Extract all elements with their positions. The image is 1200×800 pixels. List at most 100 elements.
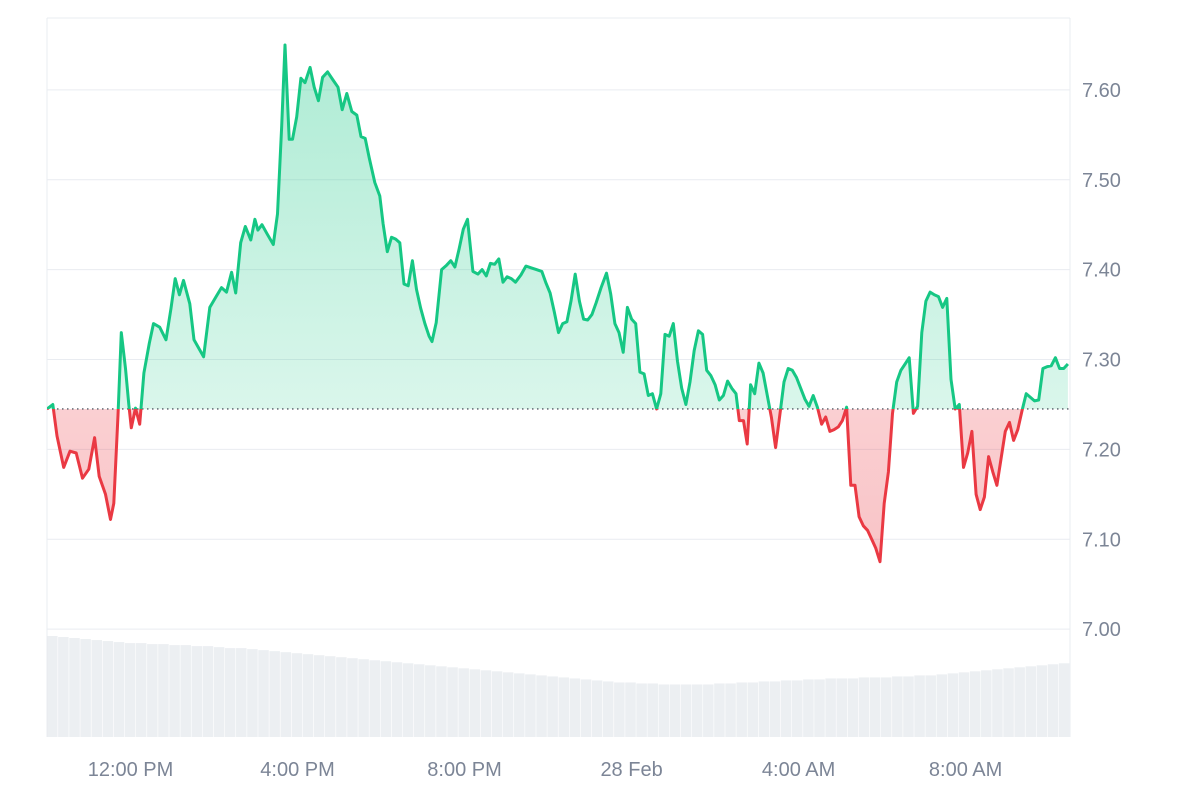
- volume-bar: [814, 679, 825, 737]
- volume-bar: [269, 651, 280, 737]
- volume-bar: [480, 670, 492, 737]
- x-axis: 12:00 PM 4:00 PM 8:00 PM 28 Feb 4:00 AM 8:00 …: [88, 759, 1003, 781]
- volume-bar: [58, 637, 69, 737]
- volume-bar: [736, 682, 747, 737]
- volume-bar: [313, 655, 325, 737]
- volume-bar: [858, 677, 870, 737]
- volume-bar: [981, 670, 992, 737]
- volume-bar: [691, 684, 703, 737]
- x-tick-label: 4:00 PM: [260, 759, 334, 781]
- volume-bar: [380, 661, 392, 737]
- volume-bar: [758, 681, 770, 737]
- volume-bar: [703, 684, 714, 737]
- volume-bar: [969, 671, 981, 737]
- volume-bar: [602, 681, 614, 737]
- volume-bar: [747, 682, 759, 737]
- y-tick-label: 7.20: [1082, 439, 1121, 461]
- volume-bar: [614, 682, 625, 737]
- x-tick-label: 8:00 AM: [929, 759, 1002, 781]
- volume-bar: [680, 684, 692, 737]
- volume-bar: [803, 679, 814, 737]
- y-tick-label: 7.00: [1082, 619, 1121, 641]
- volume-bar: [836, 678, 848, 737]
- x-tick-label: 4:00 AM: [762, 759, 835, 781]
- volume-bar: [925, 675, 936, 737]
- volume-bar: [780, 680, 792, 737]
- volume-bars: [47, 636, 1070, 737]
- price-line-down: [47, 408, 1024, 564]
- volume-bar: [558, 677, 570, 737]
- volume-bar: [958, 672, 970, 737]
- volume-bar: [892, 676, 903, 737]
- volume-bar: [847, 678, 859, 737]
- x-tick-label: 12:00 PM: [88, 759, 174, 781]
- volume-bar: [47, 636, 58, 737]
- volume-bar: [1036, 665, 1048, 737]
- volume-bar: [580, 679, 592, 737]
- volume-bar: [1047, 664, 1059, 737]
- volume-bar: [625, 682, 636, 737]
- volume-bar: [102, 641, 114, 737]
- volume-bar: [247, 649, 258, 737]
- volume-bar: [469, 669, 481, 737]
- volume-bar: [191, 646, 203, 737]
- volume-bar: [658, 684, 670, 737]
- volume-bar: [113, 642, 125, 737]
- volume-bar: [158, 644, 169, 737]
- volume-bar: [903, 676, 914, 737]
- volume-bar: [880, 677, 892, 737]
- volume-bar: [291, 653, 303, 737]
- volume-bar: [636, 683, 647, 737]
- volume-bar: [1058, 663, 1070, 737]
- volume-bar: [714, 683, 725, 737]
- volume-bar: [391, 662, 403, 737]
- y-tick-label: 7.60: [1082, 80, 1121, 102]
- volume-bar: [669, 684, 681, 737]
- volume-bar: [502, 672, 514, 737]
- y-tick-label: 7.50: [1082, 170, 1121, 192]
- y-axis: 7.00 7.10 7.20 7.30 7.40 7.50 7.60: [1082, 80, 1121, 641]
- volume-bar: [91, 640, 102, 737]
- volume-bar: [547, 676, 558, 737]
- volume-bar: [947, 673, 959, 737]
- volume-bar: [336, 657, 347, 737]
- volume-bar: [258, 650, 269, 737]
- volume-bar: [280, 652, 292, 737]
- volume-bar: [1003, 668, 1014, 737]
- volume-bar: [358, 659, 369, 737]
- area-below-baseline: [47, 408, 1068, 562]
- volume-bar: [447, 667, 458, 737]
- volume-bar: [936, 674, 948, 737]
- volume-bar: [569, 678, 581, 737]
- volume-bar: [491, 671, 503, 737]
- volume-bar: [825, 678, 836, 737]
- volume-bar: [402, 663, 414, 737]
- volume-bar: [914, 675, 925, 737]
- volume-bar: [525, 674, 536, 737]
- volume-bar: [69, 638, 80, 737]
- volume-bar: [169, 645, 180, 737]
- volume-bar: [514, 673, 525, 737]
- area-above-baseline: [47, 45, 1068, 409]
- y-tick-label: 7.10: [1082, 529, 1121, 551]
- volume-bar: [769, 681, 781, 737]
- price-area: [47, 45, 1068, 562]
- volume-bar: [869, 677, 881, 737]
- volume-bar: [1014, 667, 1025, 737]
- x-tick-label: 8:00 PM: [427, 759, 501, 781]
- volume-bar: [792, 680, 803, 737]
- price-line: [47, 43, 1069, 564]
- volume-bar: [591, 680, 603, 737]
- volume-bar: [324, 656, 336, 737]
- volume-bar: [180, 645, 191, 737]
- y-tick-label: 7.30: [1082, 350, 1121, 372]
- volume-bar: [725, 683, 736, 737]
- volume-bar: [80, 639, 91, 737]
- volume-bar: [369, 660, 380, 737]
- volume-bar: [647, 683, 658, 737]
- volume-bar: [347, 658, 358, 737]
- volume-bar: [236, 648, 247, 737]
- volume-bar: [124, 643, 136, 737]
- volume-bar: [458, 668, 469, 737]
